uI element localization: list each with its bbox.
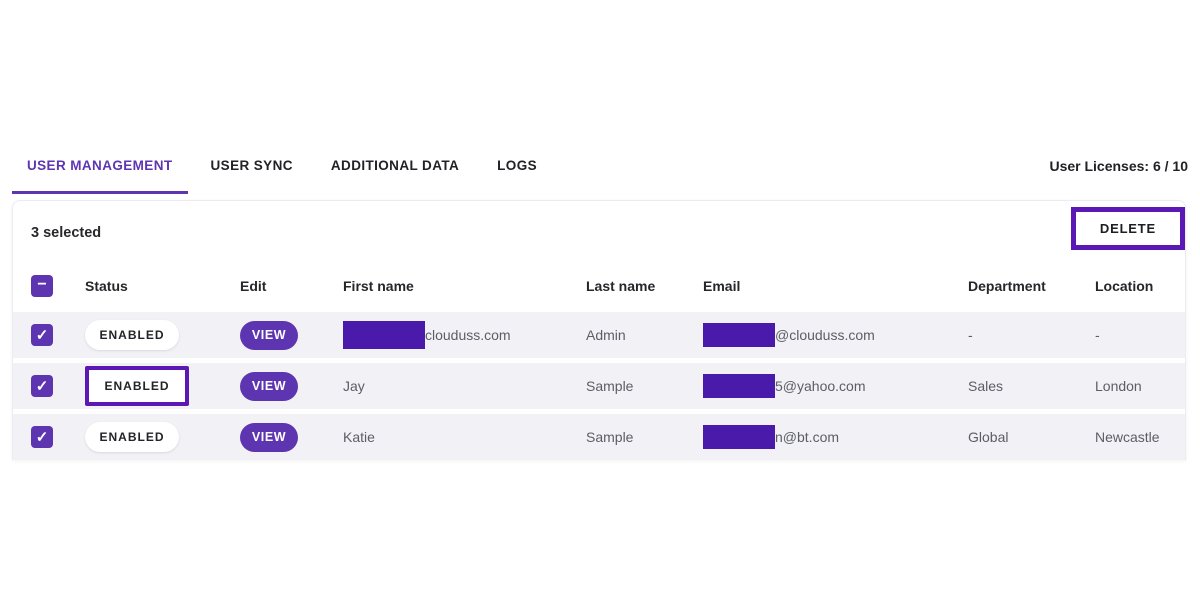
check-icon: ✓ <box>35 428 49 446</box>
column-header-first-name: First name <box>343 278 414 294</box>
select-all-checkbox[interactable]: − <box>31 275 53 297</box>
edit-cell: VIEW <box>240 320 343 350</box>
location-cell: - <box>1095 327 1100 343</box>
tab-user-sync[interactable]: USER SYNC <box>210 158 293 173</box>
tab-bar: USER MANAGEMENT USER SYNC ADDITIONAL DAT… <box>12 148 1188 194</box>
table-header-row: − Status Edit First name Last name Email… <box>13 265 1185 307</box>
redacted-first-name <box>343 321 425 349</box>
column-header-location: Location <box>1095 278 1154 294</box>
header-checkbox-cell: − <box>31 275 85 297</box>
redacted-email <box>703 323 775 347</box>
tab-additional-data[interactable]: ADDITIONAL DATA <box>330 158 460 173</box>
row-checkbox[interactable]: ✓ <box>31 426 53 448</box>
tab-user-management[interactable]: USER MANAGEMENT <box>12 148 188 194</box>
row-checkbox-cell: ✓ <box>31 324 85 346</box>
location-cell: Newcastle <box>1095 429 1160 445</box>
table-row: ✓ ENABLED VIEW Katie Sample n@bt.com Glo… <box>13 414 1185 460</box>
email-cell: 5@yahoo.com <box>703 374 968 398</box>
status-cell: ENABLED <box>85 320 240 350</box>
department-cell: - <box>968 327 973 343</box>
row-checkbox[interactable]: ✓ <box>31 324 53 346</box>
last-name-cell: Admin <box>586 327 626 343</box>
row-checkbox-cell: ✓ <box>31 426 85 448</box>
user-table-card: 3 selected DELETE − Status Edit First na… <box>12 200 1186 460</box>
view-button[interactable]: VIEW <box>240 422 298 452</box>
email-text: n@bt.com <box>775 429 840 445</box>
view-button[interactable]: VIEW <box>240 320 298 350</box>
first-name-text: clouduss.com <box>425 327 511 343</box>
column-header-last-name: Last name <box>586 278 656 294</box>
first-name-cell: Jay <box>343 378 365 394</box>
first-name-cell: clouduss.com <box>343 321 586 349</box>
delete-button[interactable]: DELETE <box>1075 212 1180 245</box>
tab-logs[interactable]: LOGS <box>497 158 537 173</box>
last-name-cell: Sample <box>586 429 634 445</box>
email-text: 5@yahoo.com <box>775 378 866 394</box>
table-row: ✓ ENABLED VIEW clouduss.com Admin @cloud… <box>13 312 1185 358</box>
row-checkbox-cell: ✓ <box>31 375 85 397</box>
minus-icon: − <box>37 276 47 293</box>
department-cell: Sales <box>968 378 1004 394</box>
status-cell: ENABLED <box>85 366 240 406</box>
selection-toolbar: 3 selected DELETE <box>13 201 1185 265</box>
check-icon: ✓ <box>35 326 49 344</box>
email-cell: @clouduss.com <box>703 323 968 347</box>
delete-button-highlight: DELETE <box>1070 207 1185 250</box>
location-cell: London <box>1095 378 1142 394</box>
edit-cell: VIEW <box>240 422 343 452</box>
status-badge: ENABLED <box>85 422 179 452</box>
status-badge: ENABLED <box>85 320 179 350</box>
column-header-edit: Edit <box>240 278 267 294</box>
department-cell: Global <box>968 429 1009 445</box>
column-header-status: Status <box>85 278 128 294</box>
table-row: ✓ ENABLED VIEW Jay Sample 5@yahoo.com Sa… <box>13 363 1185 409</box>
column-header-department: Department <box>968 278 1046 294</box>
email-text: @clouduss.com <box>775 327 875 343</box>
column-header-email: Email <box>703 278 741 294</box>
status-badge-highlight: ENABLED <box>85 366 189 406</box>
redacted-email <box>703 425 775 449</box>
first-name-cell: Katie <box>343 429 375 445</box>
edit-cell: VIEW <box>240 371 343 401</box>
check-icon: ✓ <box>35 377 49 395</box>
last-name-cell: Sample <box>586 378 634 394</box>
status-cell: ENABLED <box>85 422 240 452</box>
user-licenses-count: User Licenses: 6 / 10 <box>1049 158 1188 174</box>
selected-count-label: 3 selected <box>31 225 102 241</box>
row-checkbox[interactable]: ✓ <box>31 375 53 397</box>
status-badge: ENABLED <box>90 371 184 401</box>
view-button[interactable]: VIEW <box>240 371 298 401</box>
email-cell: n@bt.com <box>703 425 968 449</box>
redacted-email <box>703 374 775 398</box>
